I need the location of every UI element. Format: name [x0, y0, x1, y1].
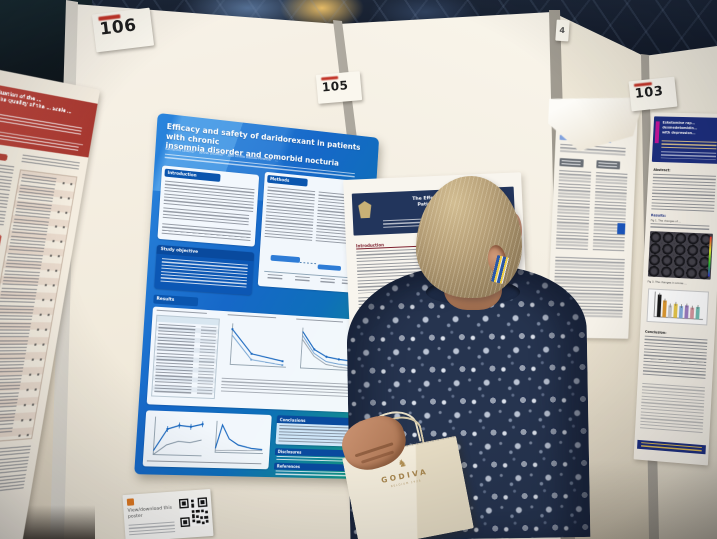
figure-caption: [147, 460, 262, 466]
study-objective-text: [160, 258, 247, 289]
design-connector: [300, 262, 318, 264]
qr-card-label: View/download this poster: [127, 505, 176, 520]
results-header: Results: [153, 295, 198, 307]
red-body-text: [0, 446, 31, 497]
gray-header-box: [559, 158, 583, 167]
esk-abstract-label: Abstract:: [653, 168, 670, 173]
poster-daridorexant: Efficacy and safety of daridorexant in p…: [134, 113, 379, 479]
gray-box-text: [598, 162, 617, 167]
board-tag-106: 106: [92, 8, 154, 53]
study-objective-label: Study objective: [160, 247, 198, 255]
section-study-objective: Study objective: [154, 245, 254, 295]
results-label: Results: [156, 297, 174, 303]
disclosures-label: Disclosures: [278, 449, 302, 454]
esk-fig3-caption: Fig 3. The changes in scores …: [647, 280, 710, 286]
esk-footer-bar: [637, 440, 706, 454]
gray-header-box: [596, 160, 620, 169]
results-panel: [147, 306, 361, 412]
esk-bar-chart: [646, 288, 708, 325]
edge-number: 4: [559, 26, 566, 34]
table-text: [154, 324, 195, 395]
board-edge-tag: 4: [555, 20, 569, 42]
red-poster-title: Evaluation of the … for the Quality of t…: [0, 89, 91, 119]
introduction-header: Introduction: [164, 169, 220, 182]
esk-abstract-text: [651, 174, 716, 212]
references-label: References: [277, 464, 300, 469]
results-panel-lower: [143, 410, 272, 469]
esk-conclusion-label: Conclusion:: [645, 330, 667, 335]
curled-body-text: [593, 172, 628, 253]
design-tick-label: [295, 276, 310, 282]
esk-results-label: Results:: [651, 213, 666, 218]
conclusions-text: [278, 425, 350, 445]
conference-poster-hall-photo: Evaluation of the … for the Quality of t…: [0, 0, 717, 539]
disclosures-text: [276, 456, 348, 462]
colorbar: [708, 237, 712, 277]
footer-contact-text: [641, 442, 702, 452]
board-number: 103: [634, 84, 664, 100]
institution-logo: [358, 201, 372, 219]
results-line-chart-kaplan: [222, 319, 292, 377]
board-tag-105: 105: [316, 71, 362, 104]
methods-label: Methods: [270, 177, 289, 184]
board-tag-103: 103: [629, 77, 678, 112]
methods-text: [265, 187, 316, 241]
introduction-label: Introduction: [167, 170, 196, 178]
results-line-chart-spike: [209, 419, 268, 460]
esk-caption-text: [650, 223, 709, 230]
gray-box-text: [562, 160, 581, 165]
red-highlight-box: [0, 231, 2, 264]
red-poster-header: Evaluation of the … for the Quality of t…: [0, 79, 98, 157]
esk-conclusion-text: [643, 336, 708, 380]
conclusions-label: Conclusions: [280, 417, 306, 423]
esk-title-line3: with depression…: [662, 130, 695, 135]
qr-info-card: View/download this poster: [122, 489, 213, 539]
brain-scan-grid: [648, 231, 713, 280]
magenta-accent-bar: [655, 121, 660, 143]
esk-title: Esketamine rap… dexmedetomidin… with dep…: [662, 121, 717, 137]
board-number: 105: [321, 79, 349, 93]
esk-header: Esketamine rap… dexmedetomidin… with dep…: [652, 116, 717, 164]
blue-accent-box: [617, 223, 625, 234]
section-introduction: Introduction: [157, 165, 259, 246]
org-logo: [127, 498, 134, 505]
qr-card-smallprint: [129, 522, 176, 537]
section-references: References: [273, 463, 351, 478]
results-line-chart-increase: [146, 414, 207, 461]
design-tick-label: [267, 274, 282, 280]
esk-affiliations: [661, 151, 716, 160]
design-tick-label: [320, 278, 335, 284]
design-bar: [318, 264, 342, 271]
curled-body-text: [556, 170, 591, 252]
table-values: [197, 326, 217, 396]
demographics-table: [151, 315, 220, 399]
results-footnote: [221, 378, 353, 397]
methods-header: Methods: [267, 175, 308, 187]
red-section-header: [0, 148, 8, 161]
references-text: [275, 470, 348, 477]
qr-code: [179, 497, 209, 527]
section-disclosures: Disclosures: [275, 448, 353, 462]
board-number: 106: [99, 17, 138, 38]
design-bar: [270, 255, 300, 263]
esk-authors: [661, 140, 717, 150]
esk-extra-text: [640, 383, 705, 435]
